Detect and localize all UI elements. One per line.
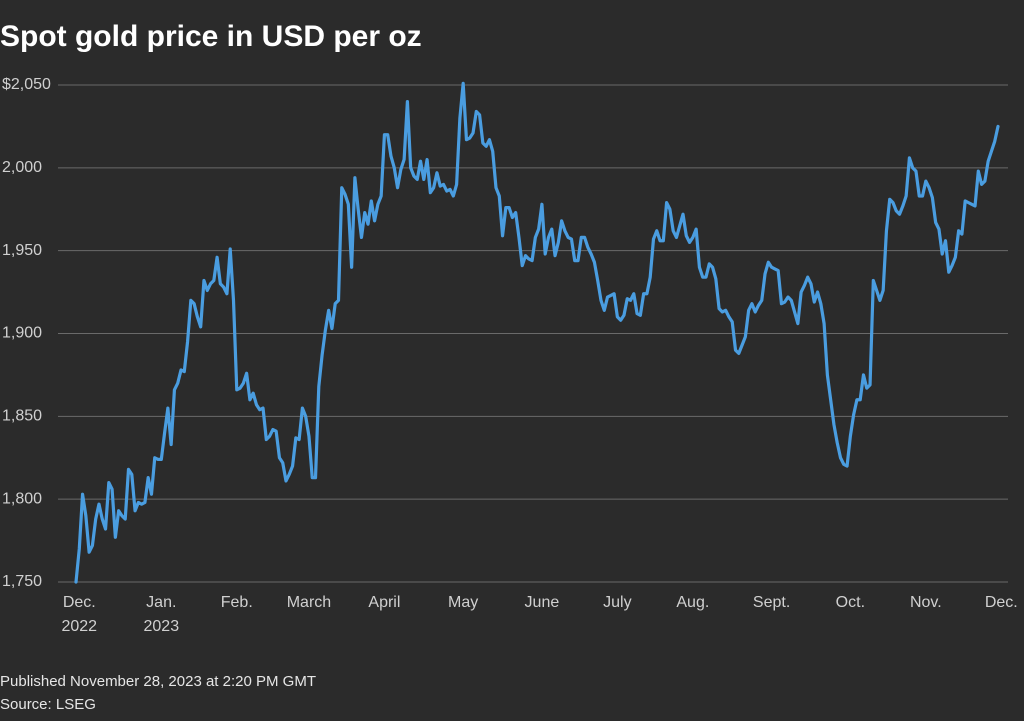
x-tick-label: June [524,594,560,611]
x-tick-label: Nov. [909,594,942,611]
x-tick-label: Oct. [835,594,866,611]
published-note: Published November 28, 2023 at 2:20 PM G… [0,673,316,690]
x-tick-label: Aug. [676,594,710,611]
source-note: Source: LSEG [0,696,96,713]
y-tick-label: 1,800 [2,490,42,507]
x-tick-label: July [603,594,632,611]
y-tick-label: 1,850 [2,408,42,425]
y-tick-label: 2,000 [2,159,42,176]
y-tick-label: 1,750 [2,573,42,590]
x-tick-label: Feb. [220,594,253,611]
x-tick-label: March [286,594,332,611]
y-tick-label: 1,950 [2,242,42,259]
price-line [74,81,1000,584]
y-tick-label: 1,900 [2,325,42,342]
x-tick-label: Jan. 2023 [143,594,180,635]
x-tick-label: Dec. 2022 [61,594,98,635]
x-tick-label: Dec. [984,594,1018,611]
x-tick-label: Sept. [752,594,791,611]
chart-title: Spot gold price in USD per oz [0,20,422,53]
y-tick-label: $2,050 [2,76,51,93]
x-tick-label: May [448,594,479,611]
x-tick-label: April [368,594,401,611]
